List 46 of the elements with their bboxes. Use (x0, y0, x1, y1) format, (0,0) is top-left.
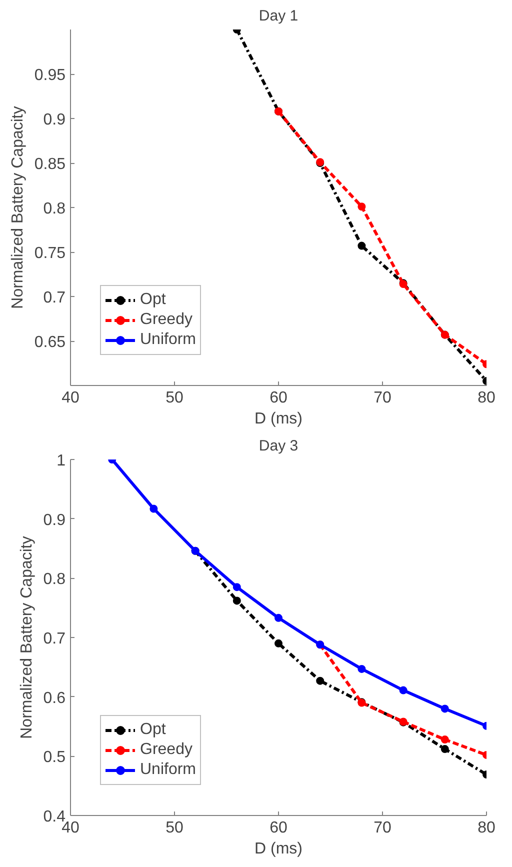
y-tick-label: 0.75 (34, 245, 66, 262)
x-axis-title: D (ms) (254, 840, 302, 858)
x-tick-label: 50 (166, 390, 184, 406)
point (232, 583, 241, 592)
y-tick-label: 1 (56, 452, 66, 470)
chart-title: Day 1 (258, 8, 298, 24)
legend-label: Uniform (140, 761, 196, 779)
point (316, 676, 324, 685)
point (440, 704, 449, 713)
y-tick-label: 0.5 (43, 749, 66, 766)
point (440, 745, 449, 754)
legend-label: Greedy (140, 741, 192, 759)
y-tick-label: 0.85 (34, 156, 66, 173)
point (150, 504, 158, 513)
x-tick-label: 60 (270, 820, 288, 836)
point (440, 736, 449, 744)
x-tick-label: 70 (374, 820, 392, 836)
legend-label: Opt (140, 291, 166, 309)
x-axis-title: D (ms) (254, 410, 302, 428)
point (358, 664, 366, 673)
legend-label: Uniform (140, 331, 196, 349)
x-tick-label: 80 (478, 820, 496, 836)
point (232, 596, 241, 605)
x-tick-label: 80 (478, 390, 496, 406)
legend-label: Opt (140, 721, 166, 739)
x-tick-label: 60 (270, 390, 288, 406)
y-tick-label: 0.6 (43, 690, 66, 707)
x-tick-label: 40 (62, 390, 80, 406)
x-tick-label: 50 (166, 820, 184, 836)
point (274, 614, 282, 622)
point (358, 202, 366, 211)
y-tick-label: 0.7 (43, 630, 66, 648)
y-tick-label: 0.95 (34, 67, 66, 84)
y-tick-label: 0.8 (43, 571, 66, 588)
y-axis-title: Normalized Battery Capacity (18, 536, 36, 739)
y-tick-label: 0.9 (43, 112, 66, 128)
chart-title: Day 3 (258, 438, 298, 454)
y-axis-title: Normalized Battery Capacity (9, 106, 26, 309)
point (399, 686, 408, 694)
legend-label: Greedy (140, 311, 192, 329)
x-tick-label: 70 (374, 390, 392, 406)
y-tick-label: 0.9 (43, 512, 66, 529)
y-tick-label: 0.65 (34, 334, 66, 351)
y-tick-label: 0.7 (43, 290, 66, 306)
point (274, 639, 282, 648)
y-tick-label: 0.8 (43, 200, 66, 218)
